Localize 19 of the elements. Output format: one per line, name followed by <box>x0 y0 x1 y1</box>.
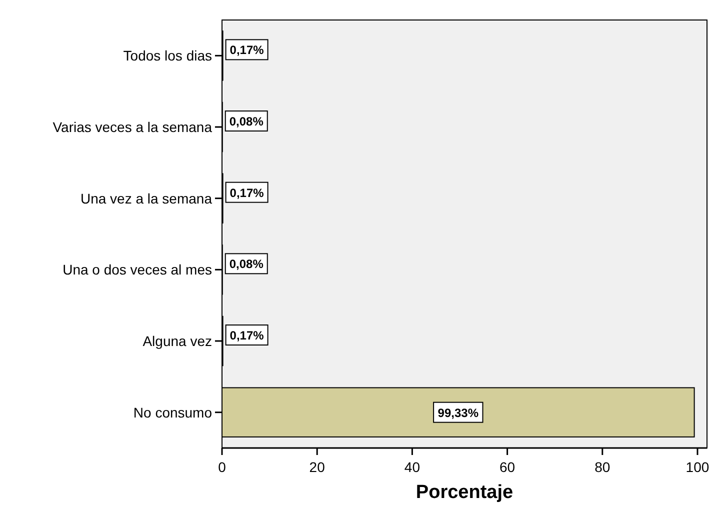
x-axis-title: Porcentaje <box>416 482 514 503</box>
y-tick-label: Varias veces a la semana <box>52 119 212 135</box>
x-tick-label: 80 <box>594 459 610 475</box>
x-tick-label: 40 <box>404 459 420 475</box>
x-tick-label: 60 <box>500 459 516 475</box>
y-tick-label: Todos los dias <box>123 48 212 64</box>
y-tick-label: Alguna vez <box>142 333 212 349</box>
x-tick-label: 100 <box>686 459 710 475</box>
y-tick-label: Una vez a la semana <box>80 190 212 206</box>
data-label: 0,17% <box>230 328 264 342</box>
x-tick-label: 0 <box>218 459 226 475</box>
data-label: 0,08% <box>229 114 264 128</box>
data-label: 0,17% <box>230 43 264 58</box>
data-label: 0,17% <box>230 186 264 200</box>
y-tick-label: No consumo <box>133 404 212 420</box>
x-tick-label: 20 <box>309 459 326 475</box>
y-tick-label: Una o dos veces al mes <box>62 262 212 278</box>
data-label: 99,33% <box>438 406 479 420</box>
data-label: 0,08% <box>229 257 264 272</box>
